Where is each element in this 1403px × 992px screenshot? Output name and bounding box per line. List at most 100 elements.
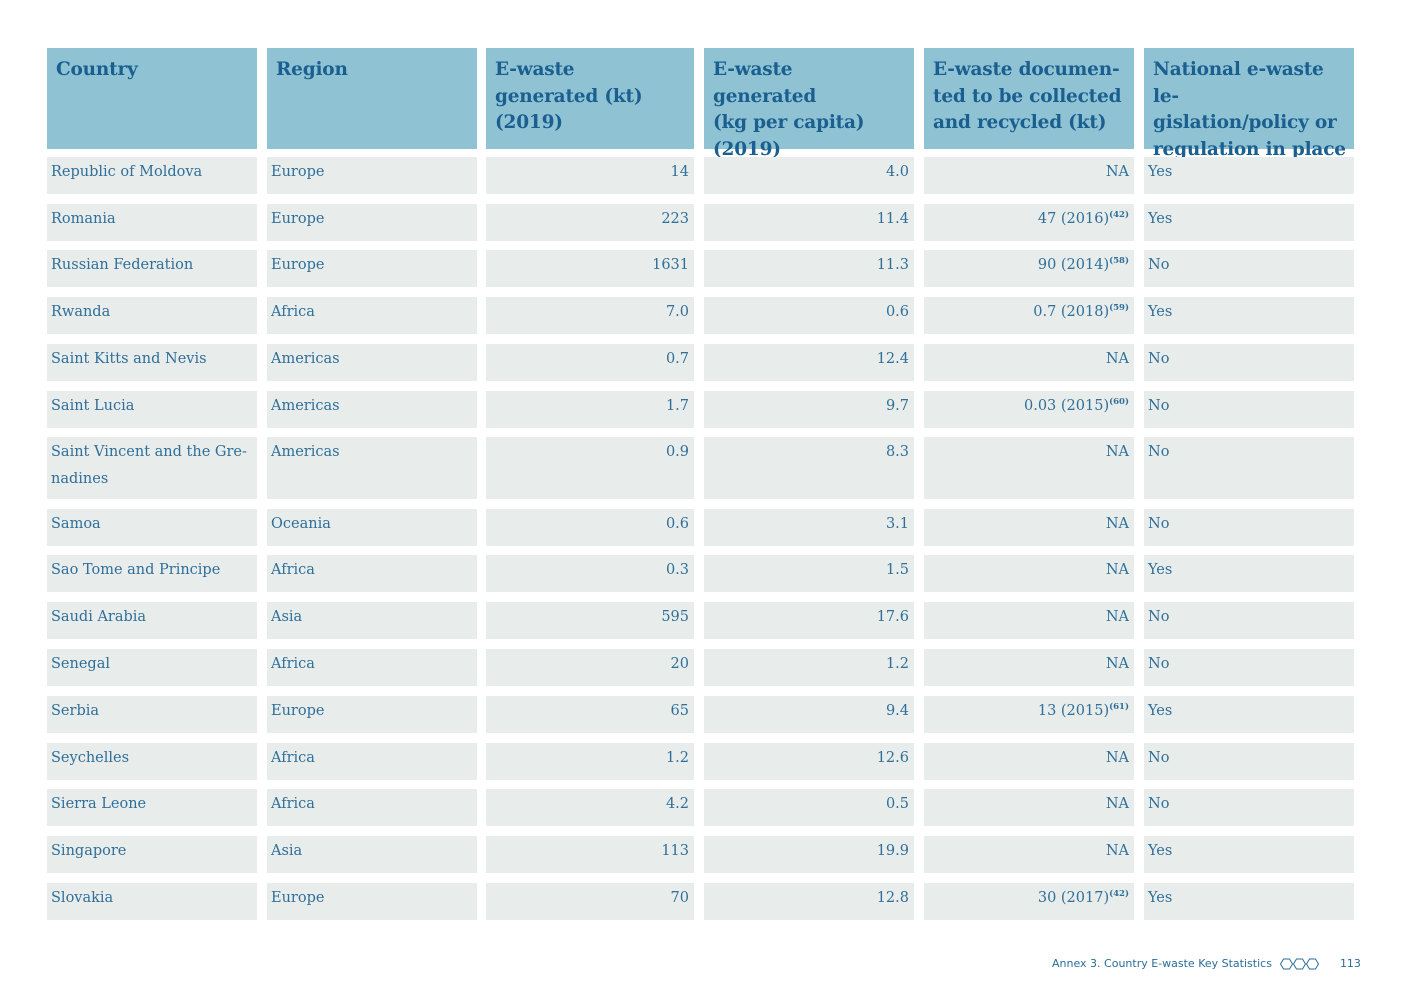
- table-cell-per-capita: 9.7: [704, 391, 914, 428]
- table-cell-legislation: Yes: [1144, 204, 1354, 241]
- table-cell-kt: 113: [486, 836, 694, 873]
- table-cell-legislation: No: [1144, 509, 1354, 546]
- collected-value: NA: [1105, 562, 1129, 578]
- table-cell-country: Slovakia: [47, 883, 257, 920]
- table-cell-per-capita: 3.1: [704, 509, 914, 546]
- table-cell-country: Senegal: [47, 649, 257, 686]
- table-cell-region: Africa: [267, 297, 477, 334]
- table-cell-region: Americas: [267, 344, 477, 381]
- table-cell-collected: 47 (2016)(42): [924, 204, 1134, 241]
- table-cell-region: Asia: [267, 836, 477, 873]
- hexagon-icons: [1279, 958, 1320, 970]
- table-cell-region: Americas: [267, 437, 477, 499]
- table-cell-per-capita: 12.6: [704, 743, 914, 780]
- table-cell-country: Samoa: [47, 509, 257, 546]
- table-cell-collected: 90 (2014)(58): [924, 250, 1134, 287]
- table-cell-legislation: No: [1144, 437, 1354, 499]
- table-cell-per-capita: 12.8: [704, 883, 914, 920]
- table-cell-kt: 70: [486, 883, 694, 920]
- table-cell-legislation: No: [1144, 602, 1354, 639]
- table-cell-per-capita: 17.6: [704, 602, 914, 639]
- table-cell-collected: NA: [924, 157, 1134, 194]
- table-cell-collected: NA: [924, 555, 1134, 592]
- table-cell-country: Romania: [47, 204, 257, 241]
- table-cell-kt: 7.0: [486, 297, 694, 334]
- table-cell-kt: 0.7: [486, 344, 694, 381]
- table-cell-legislation: Yes: [1144, 555, 1354, 592]
- reference-superscript: (42): [1109, 210, 1129, 220]
- table-cell-country: Saudi Arabia: [47, 602, 257, 639]
- table-cell-kt: 1.2: [486, 743, 694, 780]
- table-cell-kt: 0.9: [486, 437, 694, 499]
- reference-superscript: (58): [1109, 256, 1129, 266]
- collected-value: 0.03 (2015): [1024, 398, 1110, 414]
- table-cell-country: Rwanda: [47, 297, 257, 334]
- reference-superscript: (61): [1109, 702, 1129, 712]
- table-cell-collected: NA: [924, 509, 1134, 546]
- table-cell-country: Seychelles: [47, 743, 257, 780]
- table-cell-country: Republic of Moldova: [47, 157, 257, 194]
- table-cell-region: Africa: [267, 743, 477, 780]
- table-cell-kt: 595: [486, 602, 694, 639]
- table-cell-region: Africa: [267, 789, 477, 826]
- table-cell-per-capita: 8.3: [704, 437, 914, 499]
- table-cell-legislation: No: [1144, 789, 1354, 826]
- column-header: E-waste generated (kt) (2019): [486, 48, 694, 149]
- table-cell-kt: 1631: [486, 250, 694, 287]
- collected-value: 47 (2016): [1037, 211, 1110, 227]
- table-cell-region: Americas: [267, 391, 477, 428]
- table-cell-per-capita: 11.4: [704, 204, 914, 241]
- collected-value: 30 (2017): [1037, 890, 1110, 906]
- collected-value: 13 (2015): [1037, 703, 1110, 719]
- column-header: Country: [47, 48, 257, 149]
- table-cell-legislation: Yes: [1144, 297, 1354, 334]
- table-cell-country: Saint Kitts and Nevis: [47, 344, 257, 381]
- table-cell-collected: 0.03 (2015)(60): [924, 391, 1134, 428]
- column-header: E-waste documen- ted to be collected and…: [924, 48, 1134, 149]
- table-cell-per-capita: 12.4: [704, 344, 914, 381]
- column-header: Region: [267, 48, 477, 149]
- table-cell-country: Sierra Leone: [47, 789, 257, 826]
- column-header: National e-waste le- gislation/policy or…: [1144, 48, 1354, 160]
- collected-value: NA: [1105, 351, 1129, 367]
- table-cell-region: Europe: [267, 883, 477, 920]
- table-cell-kt: 0.3: [486, 555, 694, 592]
- collected-value: NA: [1105, 796, 1129, 812]
- table-cell-legislation: No: [1144, 649, 1354, 686]
- table-cell-legislation: No: [1144, 344, 1354, 381]
- table-cell-kt: 223: [486, 204, 694, 241]
- table-cell-region: Europe: [267, 696, 477, 733]
- table-cell-collected: NA: [924, 789, 1134, 826]
- table-cell-per-capita: 19.9: [704, 836, 914, 873]
- table-cell-region: Europe: [267, 204, 477, 241]
- page-number: 113: [1339, 957, 1361, 970]
- collected-value: NA: [1105, 843, 1129, 859]
- table-cell-region: Europe: [267, 157, 477, 194]
- reference-superscript: (42): [1109, 889, 1129, 899]
- table-cell-country: Sao Tome and Principe: [47, 555, 257, 592]
- table-cell-collected: NA: [924, 743, 1134, 780]
- table-cell-region: Europe: [267, 250, 477, 287]
- table-cell-region: Africa: [267, 555, 477, 592]
- table-cell-collected: NA: [924, 649, 1134, 686]
- footer-title: Annex 3. Country E-waste Key Statistics: [1052, 957, 1272, 970]
- collected-value: NA: [1105, 750, 1129, 766]
- table-cell-legislation: Yes: [1144, 883, 1354, 920]
- collected-value: NA: [1105, 444, 1129, 460]
- table-cell-legislation: No: [1144, 743, 1354, 780]
- table-cell-country: Saint Lucia: [47, 391, 257, 428]
- table-cell-collected: NA: [924, 437, 1134, 499]
- table-cell-kt: 4.2: [486, 789, 694, 826]
- table-cell-legislation: Yes: [1144, 836, 1354, 873]
- reference-superscript: (59): [1109, 303, 1129, 313]
- table-cell-per-capita: 0.6: [704, 297, 914, 334]
- collected-value: NA: [1105, 609, 1129, 625]
- page-footer: Annex 3. Country E-waste Key Statistics …: [1052, 957, 1361, 970]
- table-cell-country: Russian Federation: [47, 250, 257, 287]
- table-cell-legislation: No: [1144, 250, 1354, 287]
- table-cell-legislation: Yes: [1144, 696, 1354, 733]
- table-cell-kt: 20: [486, 649, 694, 686]
- collected-value: NA: [1105, 164, 1129, 180]
- table-cell-region: Africa: [267, 649, 477, 686]
- collected-value: NA: [1105, 516, 1129, 532]
